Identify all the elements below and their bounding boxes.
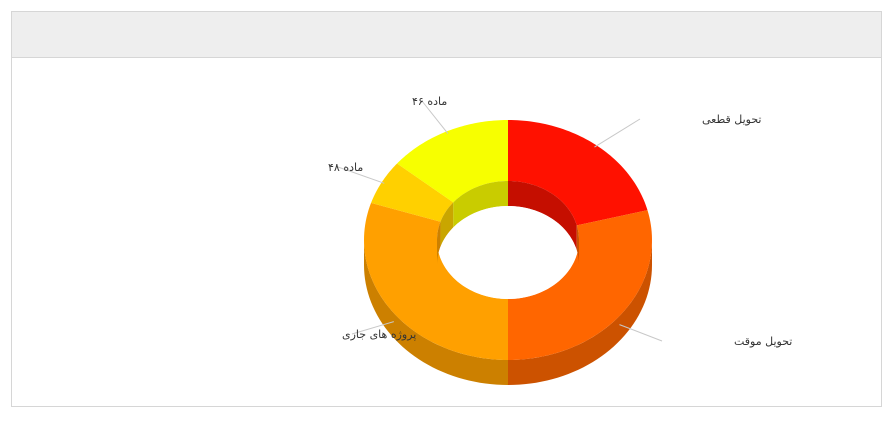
slice-side-1 (508, 240, 652, 385)
leader-line-1 (619, 324, 663, 342)
slice-inner-wall-2 (437, 221, 441, 265)
slice-0[interactable] (508, 120, 648, 226)
slice-1[interactable] (508, 210, 652, 360)
slice-3[interactable] (371, 163, 454, 222)
slice-4[interactable] (397, 120, 508, 203)
leader-line-4 (421, 100, 449, 134)
slice-label-4: ماده ۴۶ (412, 95, 447, 108)
leader-line-3 (337, 166, 385, 184)
slice-label-1: تحویل موقت (734, 335, 792, 348)
slice-inner-wall-3 (440, 202, 454, 247)
leader-line-0 (594, 118, 641, 148)
slice-inner-wall-0 (508, 181, 577, 251)
leader-line-2 (351, 321, 394, 335)
slice-2[interactable] (364, 202, 508, 360)
slice-label-0: تحویل قطعی (702, 113, 762, 126)
slice-side-2 (364, 240, 508, 385)
panel-header (12, 12, 881, 58)
slice-label-3: ماده ۴۸ (328, 161, 363, 174)
slice-inner-wall-4 (453, 181, 508, 228)
slice-label-2: پروژه های جاری (342, 328, 416, 341)
slice-inner-wall-1 (576, 225, 579, 265)
